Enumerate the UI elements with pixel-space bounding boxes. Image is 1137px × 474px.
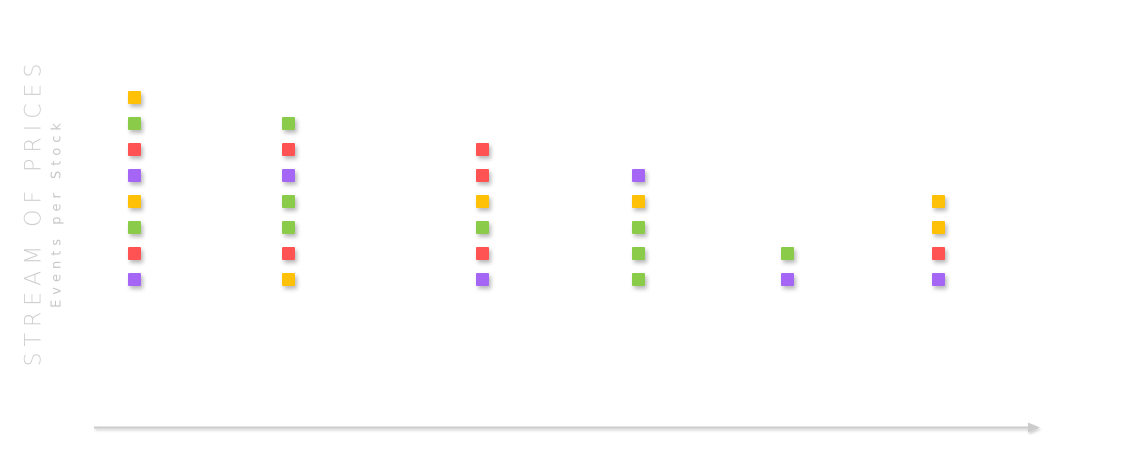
- price-event-yellow: [632, 195, 645, 208]
- price-event-green: [282, 117, 295, 130]
- time-arrow-line: [94, 426, 1030, 429]
- price-event-purple: [632, 169, 645, 182]
- price-event-green: [282, 221, 295, 234]
- price-event-red: [128, 247, 141, 260]
- price-event-red: [476, 169, 489, 182]
- price-event-green: [632, 221, 645, 234]
- price-event-yellow: [476, 195, 489, 208]
- price-event-yellow: [282, 273, 295, 286]
- price-event-green: [781, 247, 794, 260]
- price-event-purple: [476, 273, 489, 286]
- price-event-green: [128, 221, 141, 234]
- price-event-purple: [282, 169, 295, 182]
- price-event-red: [282, 247, 295, 260]
- price-event-green: [128, 117, 141, 130]
- price-event-red: [128, 143, 141, 156]
- price-event-red: [476, 247, 489, 260]
- price-event-yellow: [128, 195, 141, 208]
- price-event-yellow: [932, 221, 945, 234]
- price-event-yellow: [128, 91, 141, 104]
- price-event-green: [476, 221, 489, 234]
- time-arrow-head: [1028, 422, 1040, 433]
- price-event-red: [932, 247, 945, 260]
- price-event-green: [282, 195, 295, 208]
- price-event-purple: [781, 273, 794, 286]
- price-event-red: [282, 143, 295, 156]
- price-event-green: [632, 273, 645, 286]
- time-arrow: [94, 422, 1040, 433]
- price-event-red: [476, 143, 489, 156]
- price-event-purple: [128, 273, 141, 286]
- price-event-purple: [128, 169, 141, 182]
- price-event-purple: [932, 273, 945, 286]
- price-event-yellow: [932, 195, 945, 208]
- price-event-green: [632, 247, 645, 260]
